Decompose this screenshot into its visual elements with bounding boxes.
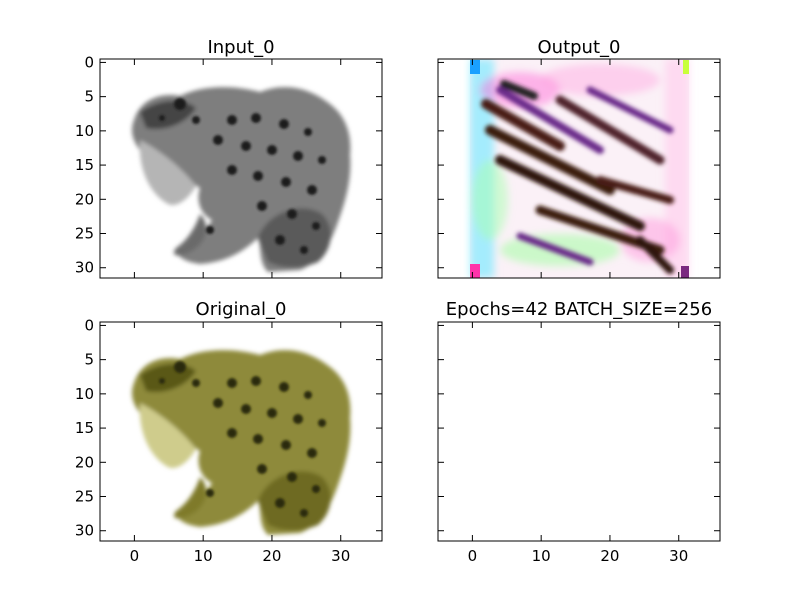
- y-tick-label-input: 5: [84, 88, 94, 106]
- x-tick-label-original: 10: [194, 547, 213, 565]
- noisy-color-reconstruction-image: [470, 59, 689, 278]
- panel-output: [437, 58, 721, 279]
- x-tick-label-original: 30: [331, 547, 350, 565]
- x-tick-label-original: 0: [130, 547, 140, 565]
- x-tick-label-info: 20: [600, 547, 619, 565]
- y-tick-label-original: 15: [75, 419, 94, 437]
- y-tick-label-original: 20: [75, 453, 94, 471]
- x-tick-label-info: 30: [669, 547, 688, 565]
- y-tick-label-original: 10: [75, 385, 94, 403]
- x-tick-label-info: 10: [532, 547, 551, 565]
- panel-title-input: Input_0: [207, 37, 274, 58]
- y-tick-label-input: 20: [75, 190, 94, 208]
- y-tick-label-input: 0: [84, 53, 94, 71]
- panel-input: [99, 58, 383, 279]
- grayscale-frog-image: [132, 59, 353, 278]
- y-tick-label-original: 0: [84, 316, 94, 334]
- x-tick-label-info: 0: [468, 547, 478, 565]
- y-tick-label-input: 30: [75, 259, 94, 277]
- y-tick-label-input: 10: [75, 122, 94, 140]
- color-frog-image: [132, 322, 353, 541]
- y-tick-label-original: 30: [75, 522, 94, 540]
- y-tick-label-original: 5: [84, 351, 94, 369]
- panel-info: [437, 321, 721, 542]
- panel-title-original: Original_0: [196, 299, 287, 320]
- y-tick-label-original: 25: [75, 488, 94, 506]
- y-tick-label-input: 15: [75, 156, 94, 174]
- x-tick-label-original: 20: [262, 547, 281, 565]
- y-tick-label-input: 25: [75, 225, 94, 243]
- panel-title-info: Epochs=42 BATCH_SIZE=256: [446, 299, 712, 320]
- axis-ticks: 0 5 10 15 20 25 30 0 5 10 15 20 25 30 0 10 20 30 0 10 20 30: [75, 53, 720, 565]
- panel-original: [99, 321, 383, 542]
- panel-title-output: Output_0: [538, 37, 621, 58]
